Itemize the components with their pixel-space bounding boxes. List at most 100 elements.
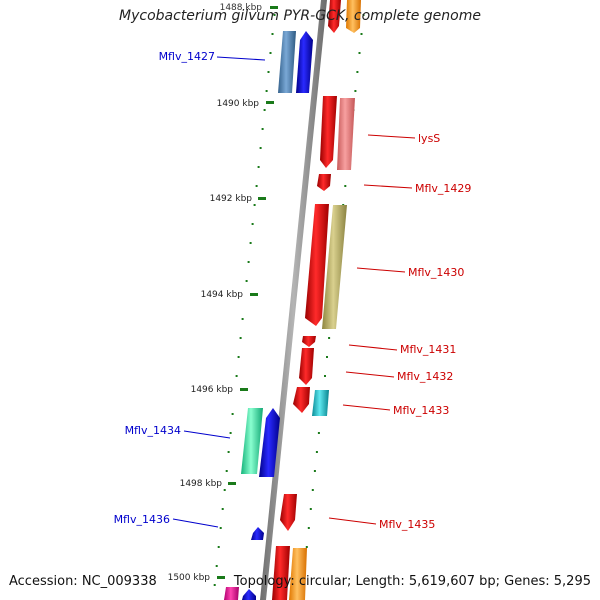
label-connector [183, 430, 231, 439]
gene-arrow[interactable] [251, 527, 264, 540]
gene-arrow[interactable] [320, 96, 337, 168]
track-dot [237, 356, 240, 358]
topology-text: Topology: circular; Length: 5,619,607 bp… [233, 574, 591, 589]
track-dot [255, 185, 258, 187]
gene-label-mflv-1433[interactable]: Mflv_1433 [393, 404, 449, 417]
track-dot [239, 337, 242, 339]
gene-arrow[interactable] [322, 205, 347, 329]
gene-label-mflv-1430[interactable]: Mflv_1430 [408, 266, 464, 279]
track-dot [247, 261, 250, 263]
track-dot [315, 451, 318, 453]
map-title: Mycobacterium gilvum PYR-GCK, complete g… [119, 8, 481, 24]
track-dot [362, 14, 365, 16]
gene-arrow[interactable] [259, 408, 280, 477]
gene-arrow[interactable] [346, 0, 361, 33]
track-dot [259, 147, 262, 149]
tick-mark [250, 293, 258, 296]
label-connector [216, 56, 266, 61]
gene-arrow[interactable] [312, 390, 329, 416]
label-connector [328, 517, 377, 525]
track-dot [311, 489, 314, 491]
gene-arrow[interactable] [305, 204, 329, 326]
gene-arrow[interactable] [241, 408, 263, 474]
track-dot [257, 166, 260, 168]
track-dot [328, 337, 331, 339]
track-dot [241, 318, 244, 320]
track-dot [213, 584, 216, 586]
gene-arrow[interactable] [280, 494, 297, 531]
track-dot [261, 128, 264, 130]
track-dot [354, 90, 357, 92]
tick-mark [217, 576, 225, 579]
track-dot [356, 71, 359, 73]
gene-label-mflv-1436[interactable]: Mflv_1436 [114, 513, 170, 526]
gene-arrow[interactable] [302, 336, 316, 347]
tick-label: 1500 kbp [168, 573, 211, 583]
tick-label: 1492 kbp [210, 194, 253, 204]
track-dot [313, 470, 316, 472]
track-dot [225, 470, 228, 472]
track-dot [326, 356, 328, 358]
gene-arrow[interactable] [272, 546, 290, 600]
tick-mark [258, 197, 266, 200]
track-dot [235, 375, 238, 377]
gene-arrow[interactable] [242, 589, 256, 600]
genome-backbone [260, 0, 327, 600]
gene-label-mflv-1435[interactable]: Mflv_1435 [379, 518, 435, 531]
track-dot [273, 14, 276, 16]
track-dot [229, 432, 232, 434]
track-dot [305, 546, 308, 548]
gene-arrow[interactable] [289, 548, 307, 600]
tick-label: 1488 kbp [220, 3, 263, 13]
gene-arrow[interactable] [293, 387, 310, 413]
track-dot [249, 242, 252, 244]
track-dot [231, 413, 234, 415]
track-dot [251, 223, 254, 225]
track-dot [227, 451, 230, 453]
gene-arrow[interactable] [328, 0, 341, 33]
label-connector [363, 184, 413, 189]
label-connector [367, 134, 416, 139]
tick-mark [266, 101, 274, 104]
tick-mark [270, 6, 278, 9]
left-tick-circle [213, 14, 276, 586]
label-connector [172, 518, 219, 528]
label-connector [348, 344, 398, 351]
track-dot [219, 527, 222, 529]
gene-arrow[interactable] [296, 31, 313, 93]
gene-label-mflv-1427[interactable]: Mflv_1427 [159, 50, 215, 63]
gene-label-lyss[interactable]: lysS [418, 132, 440, 145]
gene-label-mflv-1431[interactable]: Mflv_1431 [400, 343, 456, 356]
tick-label: 1490 kbp [217, 99, 260, 109]
track-dot [324, 375, 326, 377]
tick-mark [240, 388, 248, 391]
gene-arrow[interactable] [337, 98, 355, 170]
track-dot [253, 204, 256, 206]
track-dot [269, 52, 272, 54]
gene-arrow[interactable] [278, 31, 296, 93]
track-dot [317, 432, 320, 434]
accession-text: Accession: NC_009338 [9, 574, 157, 589]
gene-arrow[interactable] [299, 348, 314, 385]
track-dot [265, 90, 268, 92]
track-dot [263, 109, 266, 111]
track-dot [358, 52, 361, 54]
track-dot [307, 527, 310, 529]
tick-label: 1498 kbp [180, 479, 223, 489]
gene-arrow[interactable] [224, 587, 239, 600]
label-connector [345, 371, 395, 378]
gene-label-mflv-1429[interactable]: Mflv_1429 [415, 182, 471, 195]
track-dot [271, 33, 274, 35]
track-dot [215, 565, 218, 567]
tick-mark [228, 482, 236, 485]
tick-label: 1496 kbp [191, 385, 234, 395]
track-dot [360, 33, 363, 35]
track-dot [217, 546, 220, 548]
gene-arrow[interactable] [317, 174, 331, 191]
label-connector [342, 404, 391, 411]
track-dot [267, 71, 270, 73]
gene-label-mflv-1434[interactable]: Mflv_1434 [125, 424, 181, 437]
tick-label: 1494 kbp [201, 290, 244, 300]
gene-label-mflv-1432[interactable]: Mflv_1432 [397, 370, 453, 383]
track-dot [221, 508, 224, 510]
